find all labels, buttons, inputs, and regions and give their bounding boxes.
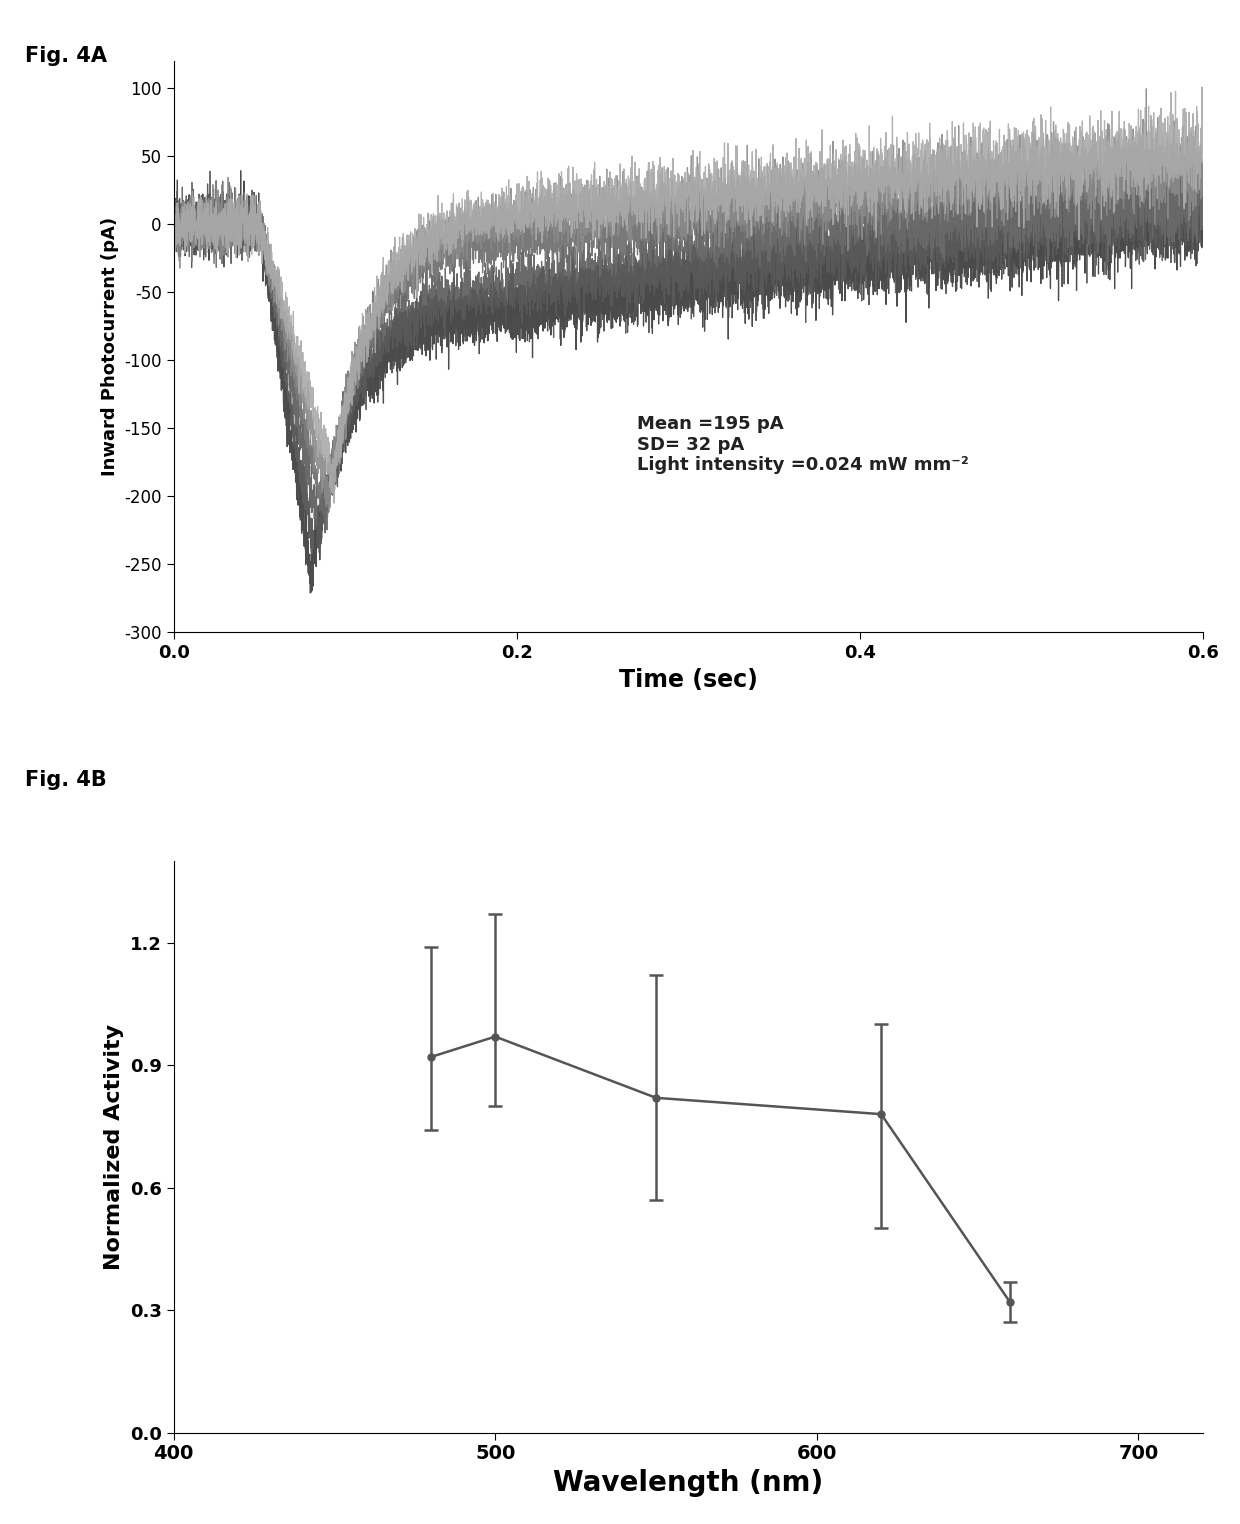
X-axis label: Wavelength (nm): Wavelength (nm) [553, 1469, 823, 1497]
X-axis label: Time (sec): Time (sec) [619, 668, 758, 692]
Text: Fig. 4A: Fig. 4A [25, 46, 107, 66]
Text: Fig. 4B: Fig. 4B [25, 770, 107, 789]
Y-axis label: Normalized Activity: Normalized Activity [104, 1024, 124, 1269]
Y-axis label: Inward Photocurrent (pA): Inward Photocurrent (pA) [100, 216, 119, 477]
Text: Mean =195 pA
SD= 32 pA
Light intensity =0.024 mW mm⁻²: Mean =195 pA SD= 32 pA Light intensity =… [637, 415, 968, 474]
